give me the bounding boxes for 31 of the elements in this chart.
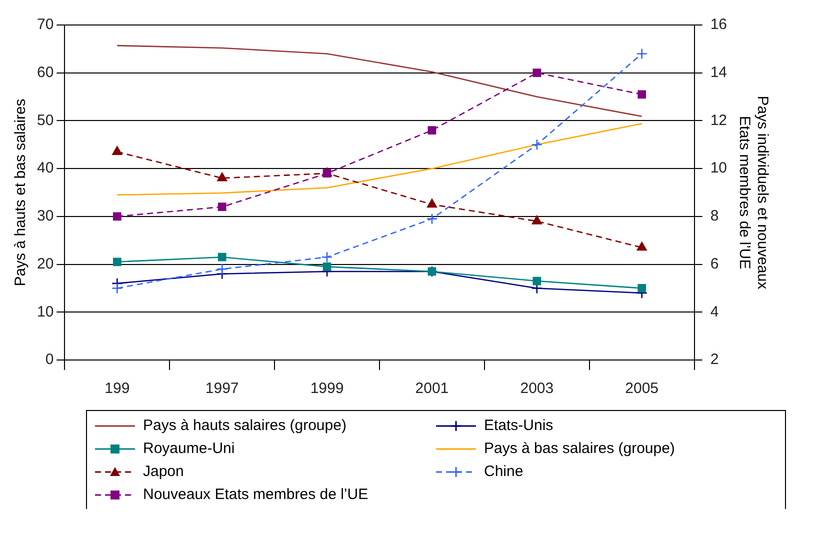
y2-tick-label: 4 (710, 303, 719, 320)
legend-label: Royaume-Uni (143, 440, 235, 457)
legend-label: Etats-Unis (484, 417, 554, 434)
y2-tick-label: 2 (710, 351, 719, 368)
x-tick-label: 199 (104, 380, 130, 398)
y-tick-label: 20 (36, 255, 54, 272)
y-tick-label: 0 (45, 351, 54, 368)
y-tick-label: 10 (36, 303, 54, 320)
y-tick-label: 40 (36, 160, 54, 177)
x-tick-label: 2005 (625, 380, 659, 398)
x-tick-label: 2003 (520, 380, 554, 398)
y2-tick-label: 12 (710, 112, 728, 129)
legend-label: Pays à hauts salaires (groupe) (143, 417, 346, 434)
y2-tick-label: 10 (710, 160, 728, 177)
y2-tick-label: 16 (710, 16, 728, 34)
legend-label: Chine (484, 463, 524, 480)
y2-axis-title: Pays individuels et nouveaux Etats membres de l’UE (736, 96, 771, 290)
legend-label: Nouveaux Etats membres de l’UE (143, 486, 368, 503)
legend-label: Japon (143, 463, 184, 480)
y-tick-label: 50 (36, 112, 54, 129)
y2-tick-label: 8 (710, 208, 719, 225)
y-tick-label: 60 (36, 64, 54, 81)
y2-tick-label: 14 (710, 64, 728, 81)
x-tick-label: 2001 (415, 380, 449, 398)
x-tick-label: 1999 (310, 380, 344, 398)
y-tick-label: 70 (36, 16, 54, 34)
y2-tick-label: 6 (710, 255, 719, 272)
legend-label: Pays à bas salaires (groupe) (484, 440, 675, 457)
y-axis-title: Pays à hauts et bas salaires (12, 98, 30, 286)
x-tick-label: 1997 (205, 380, 239, 398)
y-tick-label: 30 (36, 208, 54, 225)
